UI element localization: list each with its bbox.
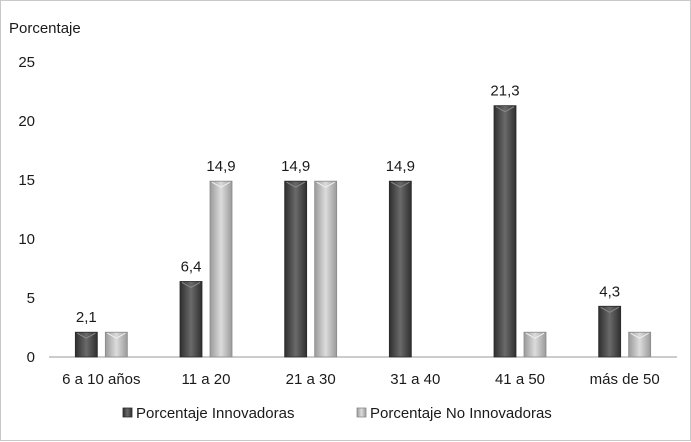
data-label: 14,9 <box>386 158 415 175</box>
bar-bevel <box>211 181 231 188</box>
bar-innovadoras <box>74 331 98 358</box>
data-label: 14,9 <box>281 158 310 175</box>
x-tick-label: más de 50 <box>590 371 660 388</box>
legend-label: Porcentaje No Innovadoras <box>370 405 552 422</box>
y-tick-label: 10 <box>18 231 35 248</box>
bar-bevel <box>525 332 545 339</box>
bar-innovadoras <box>284 180 308 358</box>
bar-no-innovadoras <box>314 180 338 358</box>
bar-bevel <box>107 332 126 339</box>
x-tick-label: 31 a 40 <box>390 371 440 388</box>
x-axis-ticks: 6 a 10 años 11 a 20 21 a 30 31 a 40 41 a 50 m… <box>62 371 660 388</box>
legend-label: Porcentaje Innovadoras <box>136 405 294 422</box>
y-tick-label: 5 <box>27 290 35 307</box>
bar-innovadoras <box>388 180 412 358</box>
y-axis-ticks: 0 5 10 15 20 25 <box>18 54 35 366</box>
legend: Porcentaje Innovadoras Porcentaje No Inno… <box>122 405 552 422</box>
y-tick-label: 15 <box>18 172 35 189</box>
y-axis-title: Porcentaje <box>9 20 81 37</box>
y-tick-label: 25 <box>18 54 35 71</box>
bar-no-innovadoras <box>104 331 128 358</box>
bar-no-innovadoras <box>523 331 547 358</box>
x-tick-label: 6 a 10 años <box>62 371 140 388</box>
bar-bevel <box>495 106 515 113</box>
bar-bevel <box>316 181 335 188</box>
data-label: 21,3 <box>490 83 519 100</box>
bar-bevel <box>77 332 96 339</box>
bar-bevel <box>600 306 619 313</box>
legend-swatch <box>356 407 367 418</box>
bar-no-innovadoras <box>209 180 233 358</box>
bar-bevel <box>630 332 649 339</box>
bar-innovadoras <box>598 305 622 358</box>
bar-bevel <box>391 181 410 188</box>
data-labels-group: 2,1 6,4 14,9 14,9 14,9 21,3 4,3 <box>76 83 620 327</box>
data-label: 4,3 <box>599 283 620 300</box>
x-tick-label: 41 a 50 <box>495 371 545 388</box>
bar-innovadoras <box>179 281 203 358</box>
y-tick-label: 0 <box>27 349 35 366</box>
bar-no-innovadoras <box>628 331 652 358</box>
x-tick-label: 11 a 20 <box>182 371 231 388</box>
data-label: 14,9 <box>206 158 235 175</box>
y-tick-label: 20 <box>18 113 35 130</box>
data-label: 2,1 <box>76 309 97 326</box>
legend-swatch <box>122 407 133 418</box>
bar-bevel <box>286 181 305 188</box>
x-tick-label: 21 a 30 <box>286 371 336 388</box>
bars-group <box>74 105 652 358</box>
data-label: 6,4 <box>181 258 202 275</box>
bar-bevel <box>181 282 201 289</box>
bar-innovadoras <box>493 105 517 358</box>
